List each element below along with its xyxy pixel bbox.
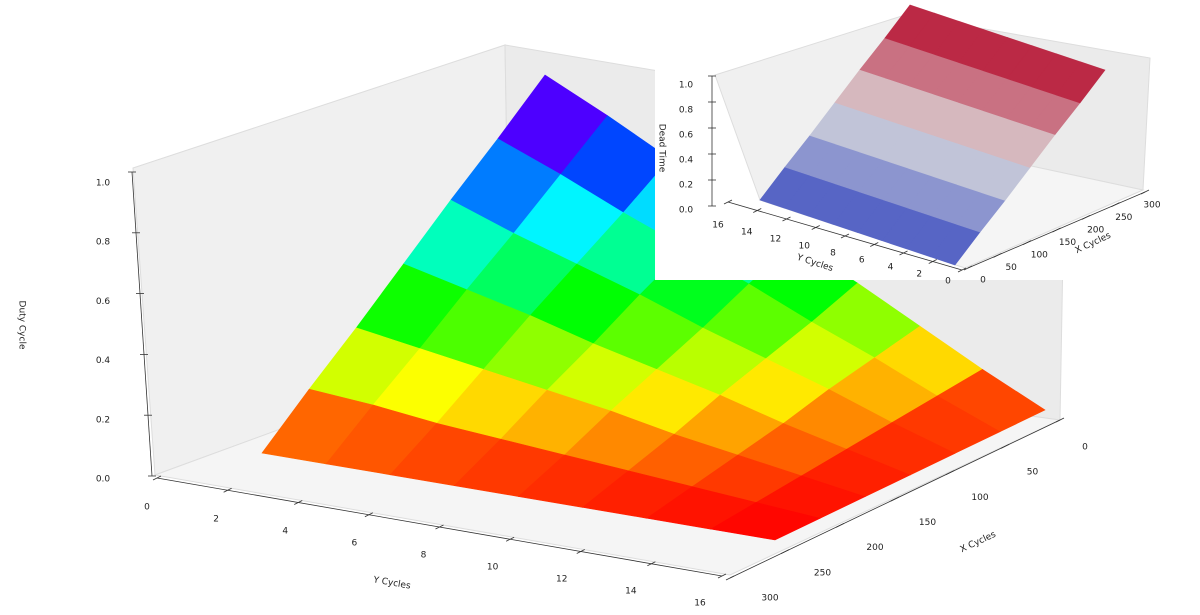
y-tick bbox=[957, 267, 967, 273]
x-tick-label: 100 bbox=[1031, 251, 1048, 261]
y-tick bbox=[152, 475, 162, 481]
z-tick-label: 0.0 bbox=[679, 206, 694, 216]
y-tick-label: 16 bbox=[712, 221, 724, 231]
z-tick-label: 0.4 bbox=[679, 156, 694, 166]
z-tick-label: 0.6 bbox=[96, 297, 111, 307]
x-tick-label: 50 bbox=[1005, 263, 1017, 273]
y-tick-label: 4 bbox=[282, 527, 288, 537]
y-tick-label: 10 bbox=[487, 563, 499, 573]
y-tick-label: 8 bbox=[421, 551, 427, 561]
x-tick-label: 300 bbox=[1143, 201, 1160, 211]
x-tick bbox=[1022, 240, 1032, 246]
inset-chart: 0 50 100 150 200 250 300 0 2 4 6 8 10 12 14 16 0.0 0.2 0.4… bbox=[657, 4, 1161, 287]
x-axis-label: X Cycles bbox=[959, 530, 998, 555]
y-tick bbox=[294, 500, 303, 505]
z-tick-label: 0.4 bbox=[96, 356, 111, 366]
y-tick bbox=[899, 250, 908, 256]
x-tick bbox=[1081, 214, 1091, 220]
y-tick bbox=[811, 225, 820, 230]
x-tick bbox=[963, 265, 973, 271]
surface-patch bbox=[710, 502, 821, 541]
x-tick bbox=[945, 470, 955, 476]
y-tick-label: 14 bbox=[741, 228, 753, 238]
y-tick-label: 2 bbox=[213, 515, 219, 525]
y-tick-label: 6 bbox=[352, 539, 358, 549]
y-tick bbox=[364, 512, 374, 518]
x-tick bbox=[780, 549, 790, 555]
y-tick-label: 12 bbox=[770, 235, 781, 245]
y-tick bbox=[782, 216, 791, 222]
y-tick bbox=[435, 524, 444, 530]
x-tick-label: 250 bbox=[1115, 213, 1132, 223]
y-tick-label: 12 bbox=[556, 575, 567, 585]
x-tick-label: 250 bbox=[814, 568, 831, 578]
y-tick bbox=[505, 536, 515, 542]
z-tick-label: 1.0 bbox=[679, 81, 694, 91]
y-tick-label: 10 bbox=[799, 242, 811, 252]
x-tick bbox=[1111, 202, 1120, 208]
x-tick bbox=[1000, 443, 1010, 449]
x-tick bbox=[725, 575, 735, 581]
x-tick-label: 200 bbox=[1087, 226, 1104, 236]
y-tick bbox=[870, 242, 879, 247]
x-tick bbox=[1052, 227, 1061, 233]
surface-patch bbox=[884, 4, 935, 47]
y-tick-label: 4 bbox=[888, 263, 894, 273]
y-tick-label: 0 bbox=[945, 277, 951, 287]
z-tick-label: 0.8 bbox=[679, 106, 694, 116]
y-tick bbox=[840, 233, 850, 239]
y-tick bbox=[928, 259, 937, 264]
z-axis bbox=[131, 171, 153, 477]
x-tick bbox=[1055, 417, 1065, 423]
z-tick-label: 0.8 bbox=[96, 238, 111, 248]
z-tick-label: 0.2 bbox=[96, 415, 110, 425]
x-tick-label: 0 bbox=[1082, 443, 1088, 453]
y-tick-label: 6 bbox=[859, 256, 865, 266]
x-tick bbox=[993, 252, 1002, 258]
z-axis-label: Duty Cycle bbox=[17, 301, 27, 350]
x-tick-label: 200 bbox=[866, 543, 883, 553]
y-tick bbox=[753, 208, 762, 213]
z-axis-label: Dead Time bbox=[657, 124, 667, 173]
x-tick-label: 300 bbox=[761, 594, 778, 604]
z-tick-label: 0.6 bbox=[679, 131, 694, 141]
y-tick-label: 14 bbox=[625, 587, 637, 597]
y-tick-label: 16 bbox=[694, 599, 706, 609]
x-tick-label: 0 bbox=[980, 276, 986, 286]
y-tick bbox=[647, 561, 656, 567]
x-tick-label: 150 bbox=[919, 518, 936, 528]
y-tick bbox=[717, 573, 727, 579]
x-tick-label: 50 bbox=[1027, 468, 1039, 478]
y-tick-label: 8 bbox=[830, 249, 836, 259]
x-tick-label: 150 bbox=[1059, 238, 1076, 248]
y-tick bbox=[576, 549, 585, 554]
x-tick bbox=[835, 522, 845, 528]
y-axis-label: Y Cycles bbox=[372, 575, 412, 592]
z-tick-label: 0.0 bbox=[96, 475, 111, 485]
x-tick bbox=[890, 496, 900, 502]
y-tick-label: 0 bbox=[144, 503, 150, 513]
y-tick bbox=[723, 199, 733, 205]
z-tick-label: 0.2 bbox=[679, 181, 693, 191]
x-tick bbox=[1140, 189, 1150, 195]
z-tick-label: 1.0 bbox=[96, 179, 111, 189]
y-tick-label: 2 bbox=[916, 270, 922, 280]
x-tick-label: 100 bbox=[971, 493, 988, 503]
y-tick bbox=[223, 487, 232, 493]
